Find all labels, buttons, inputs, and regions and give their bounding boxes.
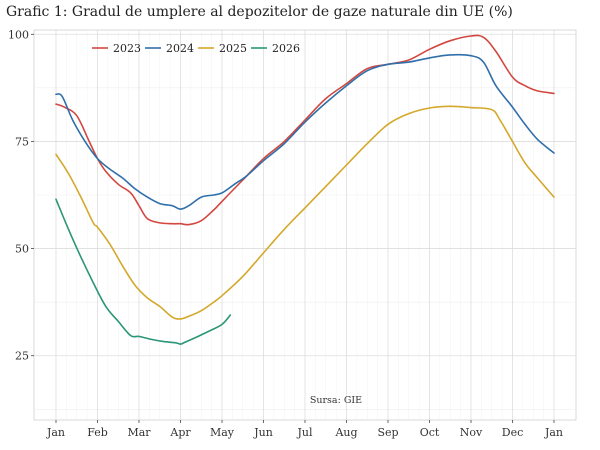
y-tick-label: 50 bbox=[15, 243, 29, 256]
x-tick-label: Dec bbox=[502, 426, 524, 439]
x-tick-label: Jun bbox=[253, 426, 273, 439]
x-tick-label: Mar bbox=[127, 426, 151, 439]
x-tick-label: Aug bbox=[334, 426, 357, 439]
x-tick-label: May bbox=[210, 426, 235, 439]
x-tick-label: Oct bbox=[420, 426, 440, 439]
series-line-2023 bbox=[55, 34, 555, 226]
y-tick-label: 75 bbox=[15, 135, 29, 148]
series-lines bbox=[55, 34, 555, 345]
x-tick-label: Nov bbox=[460, 426, 483, 439]
axes: 25 50 75 100 Jan Feb Mar Apr May Jun Jul Aug Sep Oct N… bbox=[8, 28, 563, 439]
legend-label-2023: 2023 bbox=[113, 42, 141, 55]
x-tick-label: Jul bbox=[296, 426, 312, 439]
legend: 2023 2024 2025 2026 bbox=[92, 42, 300, 55]
legend-label-2026: 2026 bbox=[272, 42, 300, 55]
series-line-2024 bbox=[55, 53, 555, 210]
legend-label-2025: 2025 bbox=[219, 42, 247, 55]
x-tick-label: Jan bbox=[46, 426, 65, 439]
x-tick-label: Jan bbox=[544, 426, 563, 439]
x-tick-label: Feb bbox=[87, 426, 108, 439]
grid bbox=[33, 29, 577, 421]
source-note: Sursa: GIE bbox=[310, 395, 362, 406]
legend-label-2024: 2024 bbox=[166, 42, 194, 55]
x-tick-label: Apr bbox=[169, 426, 191, 439]
y-tick-label: 100 bbox=[8, 28, 29, 41]
y-tick-label: 25 bbox=[15, 350, 29, 363]
chart-title: Grafic 1: Gradul de umplere al depozitel… bbox=[6, 4, 513, 20]
x-tick-label: Sep bbox=[377, 426, 398, 439]
series-line-2026 bbox=[55, 198, 232, 345]
series-line-2025 bbox=[55, 105, 555, 320]
